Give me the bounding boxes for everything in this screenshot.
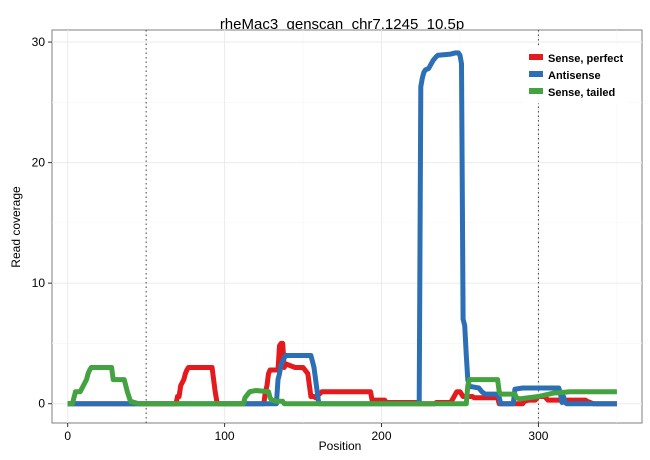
axis-ticks: 0 100 200 300 0 10 20 30 [32,35,549,443]
x-tick-label: 300 [528,429,548,443]
legend-swatch [529,54,543,60]
x-axis-title: Position [319,439,362,453]
y-tick-label: 10 [32,276,46,290]
legend-label: Sense, tailed [548,87,615,99]
x-tick-label: 0 [64,429,71,443]
y-tick-label: 30 [32,35,46,49]
legend-swatch [529,71,543,77]
series-lines [67,50,617,407]
legend-label: Sense, perfect [548,53,624,65]
x-tick-label: 200 [372,429,392,443]
series-line-1 [67,50,617,407]
chart-title: rheMac3_genscan_chr7.1245_10.5p [220,16,464,33]
legend-swatch [529,88,543,94]
legend: Sense, perfect Antisense Sense, tailed [523,46,627,103]
series-line-2 [67,365,617,407]
y-tick-label: 0 [38,397,45,411]
legend-label: Antisense [548,70,601,82]
y-tick-label: 20 [32,156,46,170]
x-tick-label: 100 [215,429,235,443]
y-axis-title: Read coverage [9,186,23,268]
